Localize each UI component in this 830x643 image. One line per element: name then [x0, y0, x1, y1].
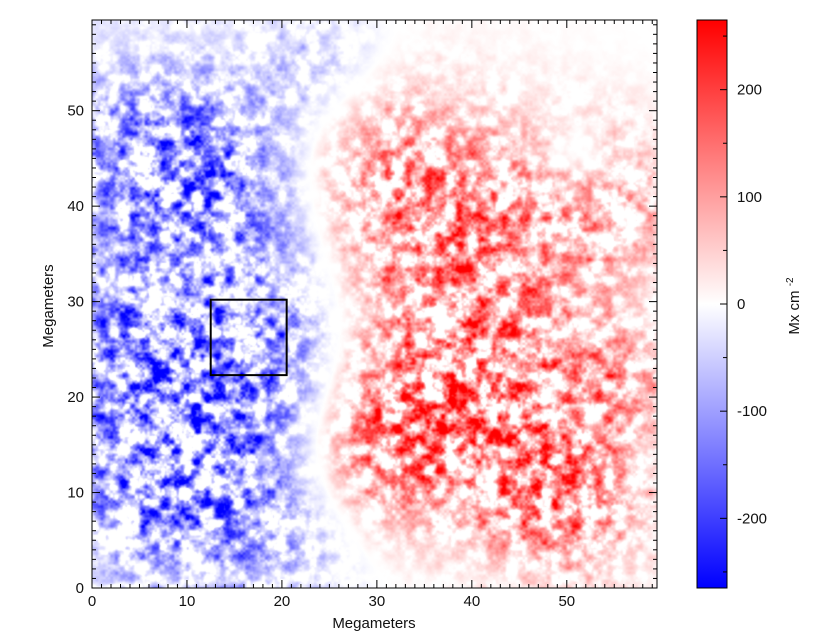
plot-frame — [91, 19, 658, 589]
plot-area — [91, 19, 658, 589]
x-axis: 0 10 20 30 40 50 — [88, 20, 653, 610]
x-axis-label: Megameters — [332, 615, 415, 632]
x-tick-label: 10 — [179, 593, 196, 610]
x-tick-label: 40 — [463, 593, 480, 610]
y-axis-label: Megameters — [40, 264, 57, 347]
x-tick-label: 20 — [274, 593, 291, 610]
region-box — [209, 298, 288, 377]
colorbar-tick-label: -200 — [737, 510, 767, 527]
x-tick-label: 30 — [369, 593, 386, 610]
y-tick-label: 0 — [76, 580, 84, 597]
y-tick-label: 50 — [67, 103, 84, 120]
colorbar: 200 100 0 -100 -200 — [696, 19, 767, 589]
y-tick-label: 20 — [67, 389, 84, 406]
y-tick-label: 30 — [67, 294, 84, 311]
colorbar-tick-label: 200 — [737, 82, 762, 99]
colorbar-label: Mx cm -2 — [785, 277, 803, 335]
magnetogram-image — [92, 20, 657, 588]
colorbar-tick-label: 100 — [737, 189, 762, 206]
colorbar-tick-label: -100 — [737, 403, 767, 420]
colorbar-label-text: Mx cm — [786, 290, 803, 334]
y-axis: 0 10 20 30 40 50 — [67, 24, 657, 597]
colorbar-label-exponent: -2 — [785, 277, 796, 286]
y-tick-label: 40 — [67, 198, 84, 215]
x-tick-label: 50 — [558, 593, 575, 610]
colorbar-tick-label: 0 — [737, 296, 745, 313]
x-tick-label: 0 — [88, 593, 96, 610]
y-tick-label: 10 — [67, 485, 84, 502]
